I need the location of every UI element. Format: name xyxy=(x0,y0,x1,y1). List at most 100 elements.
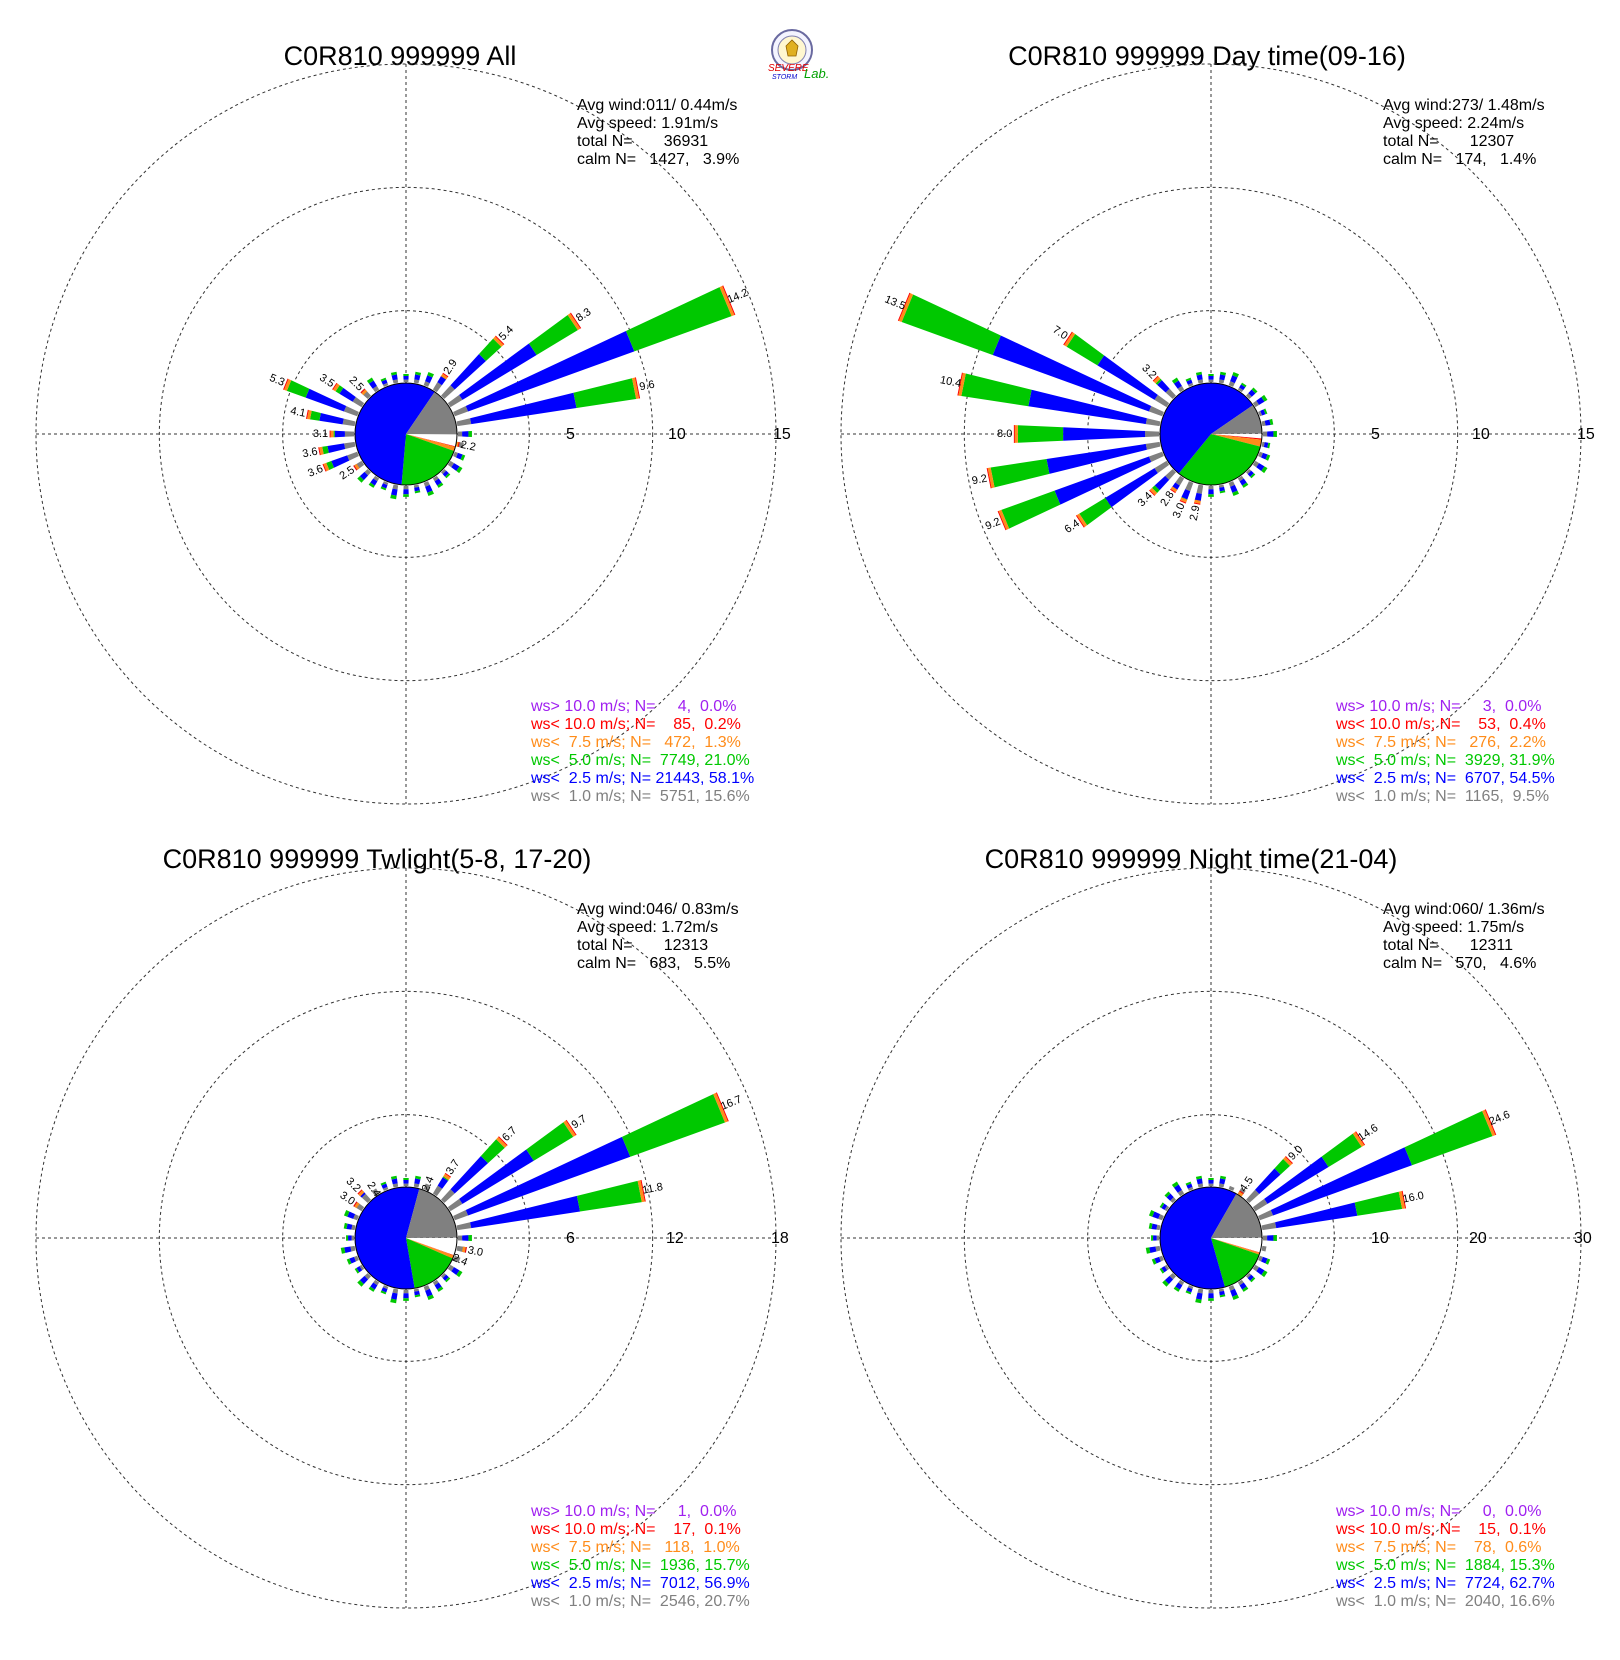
bar-value-label: 2.2 xyxy=(459,439,476,454)
wind-bar-segment xyxy=(440,373,448,380)
legend-item: ws< 7.5 m/s; N= 472, 1.3% xyxy=(530,734,741,751)
wind-bar-segment xyxy=(343,1210,350,1217)
wind-bar-segment xyxy=(437,482,444,488)
rose-plot: 2.34.59.014.624.616.02.8 xyxy=(840,867,1582,1609)
pie-slice-red xyxy=(1211,1238,1260,1253)
wind-bar-segment xyxy=(403,485,409,490)
wind-bar-segment xyxy=(1196,484,1204,494)
wind-bar-segment xyxy=(390,371,397,376)
wind-bar-segment xyxy=(364,1273,371,1280)
wind-bar-segment xyxy=(1248,389,1256,397)
wind-bar-segment xyxy=(459,1149,534,1204)
wind-bar-segment xyxy=(1170,1197,1176,1203)
bar-value-label: 24.6 xyxy=(1487,1109,1511,1128)
grid-ring xyxy=(963,990,1459,1486)
wind-bar-segment xyxy=(1165,388,1176,399)
wind-bar-segment xyxy=(462,431,469,437)
wind-bar-segment xyxy=(1169,1273,1176,1280)
pie-slice-gray xyxy=(1211,405,1262,434)
wind-bar-segment xyxy=(351,1235,355,1241)
windrose-panel-night: C0R810 999999 Night time(21-04) 2.34.59.… xyxy=(840,844,1592,1610)
wind-bar-segment xyxy=(1195,1175,1202,1180)
wind-bar-segment xyxy=(356,1266,363,1273)
wind-bar-segment xyxy=(570,312,582,329)
wind-bar-segment xyxy=(1157,380,1170,393)
wind-bar-segment xyxy=(456,418,472,427)
wind-bar-segment xyxy=(403,1178,409,1181)
wind-bar-segment xyxy=(340,1247,346,1254)
wind-bar-segment xyxy=(1274,1158,1291,1175)
wind-bar-segment xyxy=(1152,485,1160,493)
wind-bar-segment xyxy=(565,1119,577,1136)
wind-bar-segment xyxy=(470,1195,581,1229)
ring-label: 15 xyxy=(1577,426,1595,443)
pie-slice-blue xyxy=(1160,1187,1237,1289)
ring-label: 15 xyxy=(773,426,791,443)
wind-bar-segment xyxy=(392,1288,399,1294)
wind-bar-segment xyxy=(715,1092,729,1122)
wind-bar-segment xyxy=(1185,1181,1192,1186)
wind-bar-segment xyxy=(1270,1147,1413,1216)
wind-bar-segment xyxy=(343,1222,348,1229)
wind-bar-segment xyxy=(1152,1211,1161,1219)
wind-bar-segment xyxy=(897,292,911,321)
wind-bar-segment xyxy=(1177,385,1185,393)
wind-bar-segment xyxy=(465,1136,631,1216)
wind-bar-segment xyxy=(1175,1282,1183,1290)
wind-bar-segment xyxy=(357,1189,363,1195)
wind-bar-segment xyxy=(373,1279,380,1286)
wind-bar-segment xyxy=(1273,431,1277,437)
wind-bar-segment xyxy=(414,374,421,381)
wind-bar-segment xyxy=(351,1224,356,1231)
wind-bar-segment xyxy=(344,441,356,449)
wind-bar-segment xyxy=(1250,473,1256,479)
wind-bar-segment xyxy=(1484,1109,1497,1136)
bar-value-label: 2.9 xyxy=(1188,504,1203,521)
ring-label: 5 xyxy=(566,426,575,443)
wind-bar-segment xyxy=(1208,1298,1214,1301)
wind-bar-segment xyxy=(432,1279,439,1286)
wind-bar-segment xyxy=(447,1264,455,1272)
wind-bar-segment xyxy=(1246,469,1252,475)
wind-bar-segment xyxy=(382,1186,389,1191)
wind-bar-segment xyxy=(1159,1255,1164,1262)
wind-bar-segment xyxy=(1265,454,1271,461)
pie-slice-blue xyxy=(355,1186,420,1289)
wind-bar-segment xyxy=(1219,486,1225,492)
info-line: Avg wind:011/ 0.44m/s xyxy=(577,97,737,114)
wind-bar-segment xyxy=(958,372,966,397)
wind-bar-segment xyxy=(423,1285,430,1291)
wind-bar-segment xyxy=(414,490,421,494)
wind-bar-segment xyxy=(1179,500,1187,504)
wind-bar-segment xyxy=(1208,379,1214,383)
pie-slice-blue xyxy=(1160,383,1254,474)
pie-slice-white xyxy=(406,1238,457,1256)
wind-bar-segment xyxy=(1166,1193,1174,1201)
wind-bar-segment xyxy=(1208,1178,1214,1181)
legend-item: ws> 10.0 m/s; N= 0, 0.0% xyxy=(1335,1503,1541,1520)
wind-bar-segment xyxy=(1145,418,1161,427)
pie-slice-orange xyxy=(1211,434,1262,447)
wind-bar-segment xyxy=(1197,379,1204,384)
wind-bar-segment xyxy=(1273,1235,1277,1241)
legend-item: ws< 1.0 m/s; N= 2546, 20.7% xyxy=(530,1593,750,1610)
wind-bar-segment xyxy=(359,471,369,481)
wind-bar-segment xyxy=(1239,1190,1244,1195)
wind-bar-segment xyxy=(632,377,640,399)
wind-bar-segment xyxy=(343,406,359,417)
wind-bar-segment xyxy=(391,488,398,496)
wind-bar-segment xyxy=(346,1235,349,1241)
info-line: calm N= 683, 5.5% xyxy=(577,955,730,972)
wind-bar-segment xyxy=(391,1292,398,1300)
pie-slice-red xyxy=(1211,434,1262,440)
ring-label: 10 xyxy=(668,426,686,443)
wind-bar-segment xyxy=(1173,1286,1180,1292)
wind-bar-segment xyxy=(432,382,442,393)
wind-bar-segment xyxy=(1258,1210,1274,1221)
wind-bar-segment xyxy=(361,1193,371,1203)
wind-bar-segment xyxy=(329,430,331,438)
wind-bar-segment xyxy=(357,1280,364,1287)
wind-bar-segment xyxy=(403,374,409,377)
wind-bar-segment xyxy=(323,462,330,472)
